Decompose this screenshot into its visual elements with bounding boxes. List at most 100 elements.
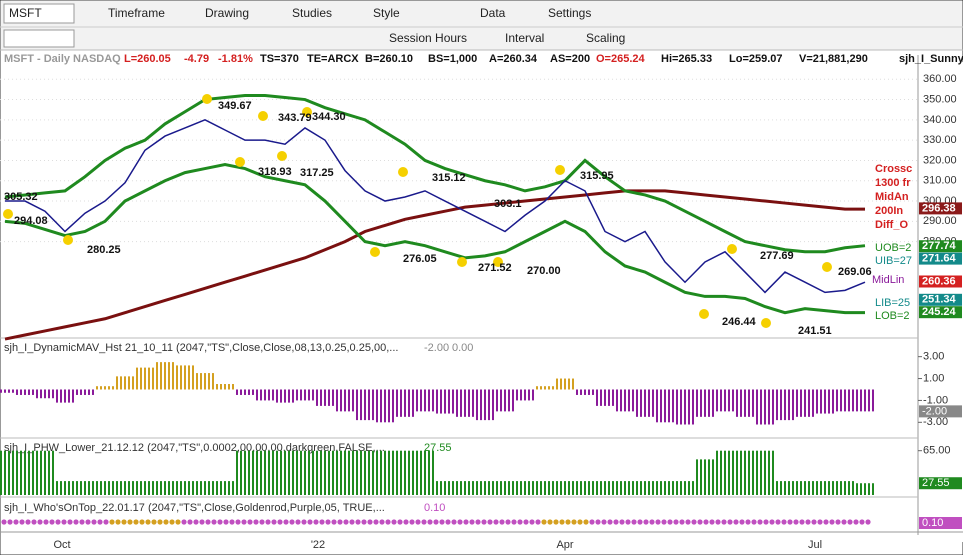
histogram-bar xyxy=(516,481,518,495)
menu-item[interactable]: Settings xyxy=(548,6,591,20)
histogram-bar xyxy=(848,389,850,412)
histogram-bar xyxy=(552,481,554,495)
strip-dot xyxy=(799,519,805,525)
input-box[interactable] xyxy=(3,29,75,48)
histogram-bar xyxy=(712,389,714,417)
histogram-bar xyxy=(588,481,590,495)
strip-dot xyxy=(205,519,211,525)
strip-dot xyxy=(43,519,49,525)
histogram-bar xyxy=(92,481,94,495)
histogram-bar xyxy=(284,450,286,495)
strip-dot xyxy=(751,519,757,525)
histogram-bar xyxy=(644,481,646,495)
histogram-bar xyxy=(276,450,278,495)
price-annotation: 317.25 xyxy=(300,167,334,179)
histogram-bar xyxy=(620,389,622,412)
histogram-bar xyxy=(20,450,22,495)
tool-item[interactable]: Scaling xyxy=(586,31,625,45)
histogram-bar xyxy=(744,389,746,417)
histogram-bar xyxy=(52,450,54,495)
histogram-bar xyxy=(728,389,730,412)
strip-dot xyxy=(367,519,373,525)
price-annotation: 344.30 xyxy=(312,111,346,123)
histogram-bar xyxy=(512,389,514,412)
band-label: UOB=2 xyxy=(875,242,911,254)
strip-dot xyxy=(187,519,193,525)
strip-dot xyxy=(253,519,259,525)
histogram-bar xyxy=(860,483,862,495)
histogram-bar xyxy=(608,389,610,406)
histogram-bar xyxy=(692,481,694,495)
histogram-bar xyxy=(384,450,386,495)
strip-dot xyxy=(7,519,13,525)
histogram-bar xyxy=(236,450,238,495)
last-tag xyxy=(919,517,962,529)
histogram-bar xyxy=(180,481,182,495)
histogram-bar xyxy=(80,389,82,395)
menu-item[interactable]: Studies xyxy=(292,6,332,20)
menu-item[interactable]: Timeframe xyxy=(108,6,165,20)
histogram-bar xyxy=(60,481,62,495)
strip-dot xyxy=(745,519,751,525)
histogram-bar xyxy=(556,378,558,390)
histogram-bar xyxy=(48,389,50,399)
strip-dot xyxy=(577,519,583,525)
strip-dot xyxy=(763,519,769,525)
histogram-bar xyxy=(360,450,362,495)
histogram-bar xyxy=(244,450,246,495)
histogram-bar xyxy=(784,389,786,421)
histogram-bar xyxy=(444,481,446,495)
histogram-bar xyxy=(428,389,430,412)
histogram-bar xyxy=(516,389,518,401)
histogram-bar xyxy=(460,389,462,417)
histogram-bar xyxy=(164,481,166,495)
quote-field: TS=370 xyxy=(260,53,299,65)
price-annotation: 270.00 xyxy=(527,265,561,277)
histogram-bar xyxy=(684,481,686,495)
histogram-bar xyxy=(700,459,702,495)
price-tag xyxy=(919,240,962,253)
histogram-bar xyxy=(152,367,154,390)
strip-dot xyxy=(217,519,223,525)
histogram-bar xyxy=(872,389,874,412)
symbol-box[interactable] xyxy=(3,3,75,24)
strip-dot xyxy=(223,519,229,525)
histogram-bar xyxy=(360,389,362,421)
histogram-bar xyxy=(724,389,726,412)
histogram-bar xyxy=(436,481,438,495)
strip-dot xyxy=(679,519,685,525)
price-annotation: 271.52 xyxy=(478,262,512,274)
signal-label: Crossc xyxy=(875,163,912,175)
histogram-bar xyxy=(296,389,298,401)
y-tick-label: 360.00 xyxy=(923,73,957,85)
strip-dot xyxy=(385,519,391,525)
histogram-bar xyxy=(236,389,238,395)
histogram-bar xyxy=(752,389,754,417)
strip-dot xyxy=(625,519,631,525)
tool-item[interactable]: Interval xyxy=(505,31,544,45)
histogram-bar xyxy=(772,389,774,425)
histogram-bar xyxy=(168,481,170,495)
y-tick-label: 290.00 xyxy=(923,215,957,227)
histogram-bar xyxy=(112,481,114,495)
strip-dot xyxy=(127,519,133,525)
menu-item[interactable]: Drawing xyxy=(205,6,249,20)
signal-label: 1300 fr xyxy=(875,177,911,189)
strip-dot xyxy=(757,519,763,525)
histogram-bar xyxy=(112,386,114,390)
indicator-title: sjh_I_DynamicMAV_Hst 21_10_11 (2047,"TS"… xyxy=(4,342,398,354)
strip-dot xyxy=(709,519,715,525)
symbol[interactable]: MSFT xyxy=(9,6,42,20)
tool-item[interactable]: Session Hours xyxy=(389,31,467,45)
menu-item[interactable]: Style xyxy=(373,6,400,20)
histogram-bar xyxy=(776,389,778,421)
who-on-top-strip xyxy=(1,519,871,525)
histogram-bar xyxy=(300,389,302,401)
menu-item[interactable]: Data xyxy=(480,6,506,20)
strip-dot xyxy=(439,519,445,525)
strip-dot xyxy=(1,519,7,525)
histogram-bar xyxy=(248,450,250,495)
histogram-bar xyxy=(28,450,30,495)
strip-dot xyxy=(805,519,811,525)
histogram-bar xyxy=(604,389,606,406)
